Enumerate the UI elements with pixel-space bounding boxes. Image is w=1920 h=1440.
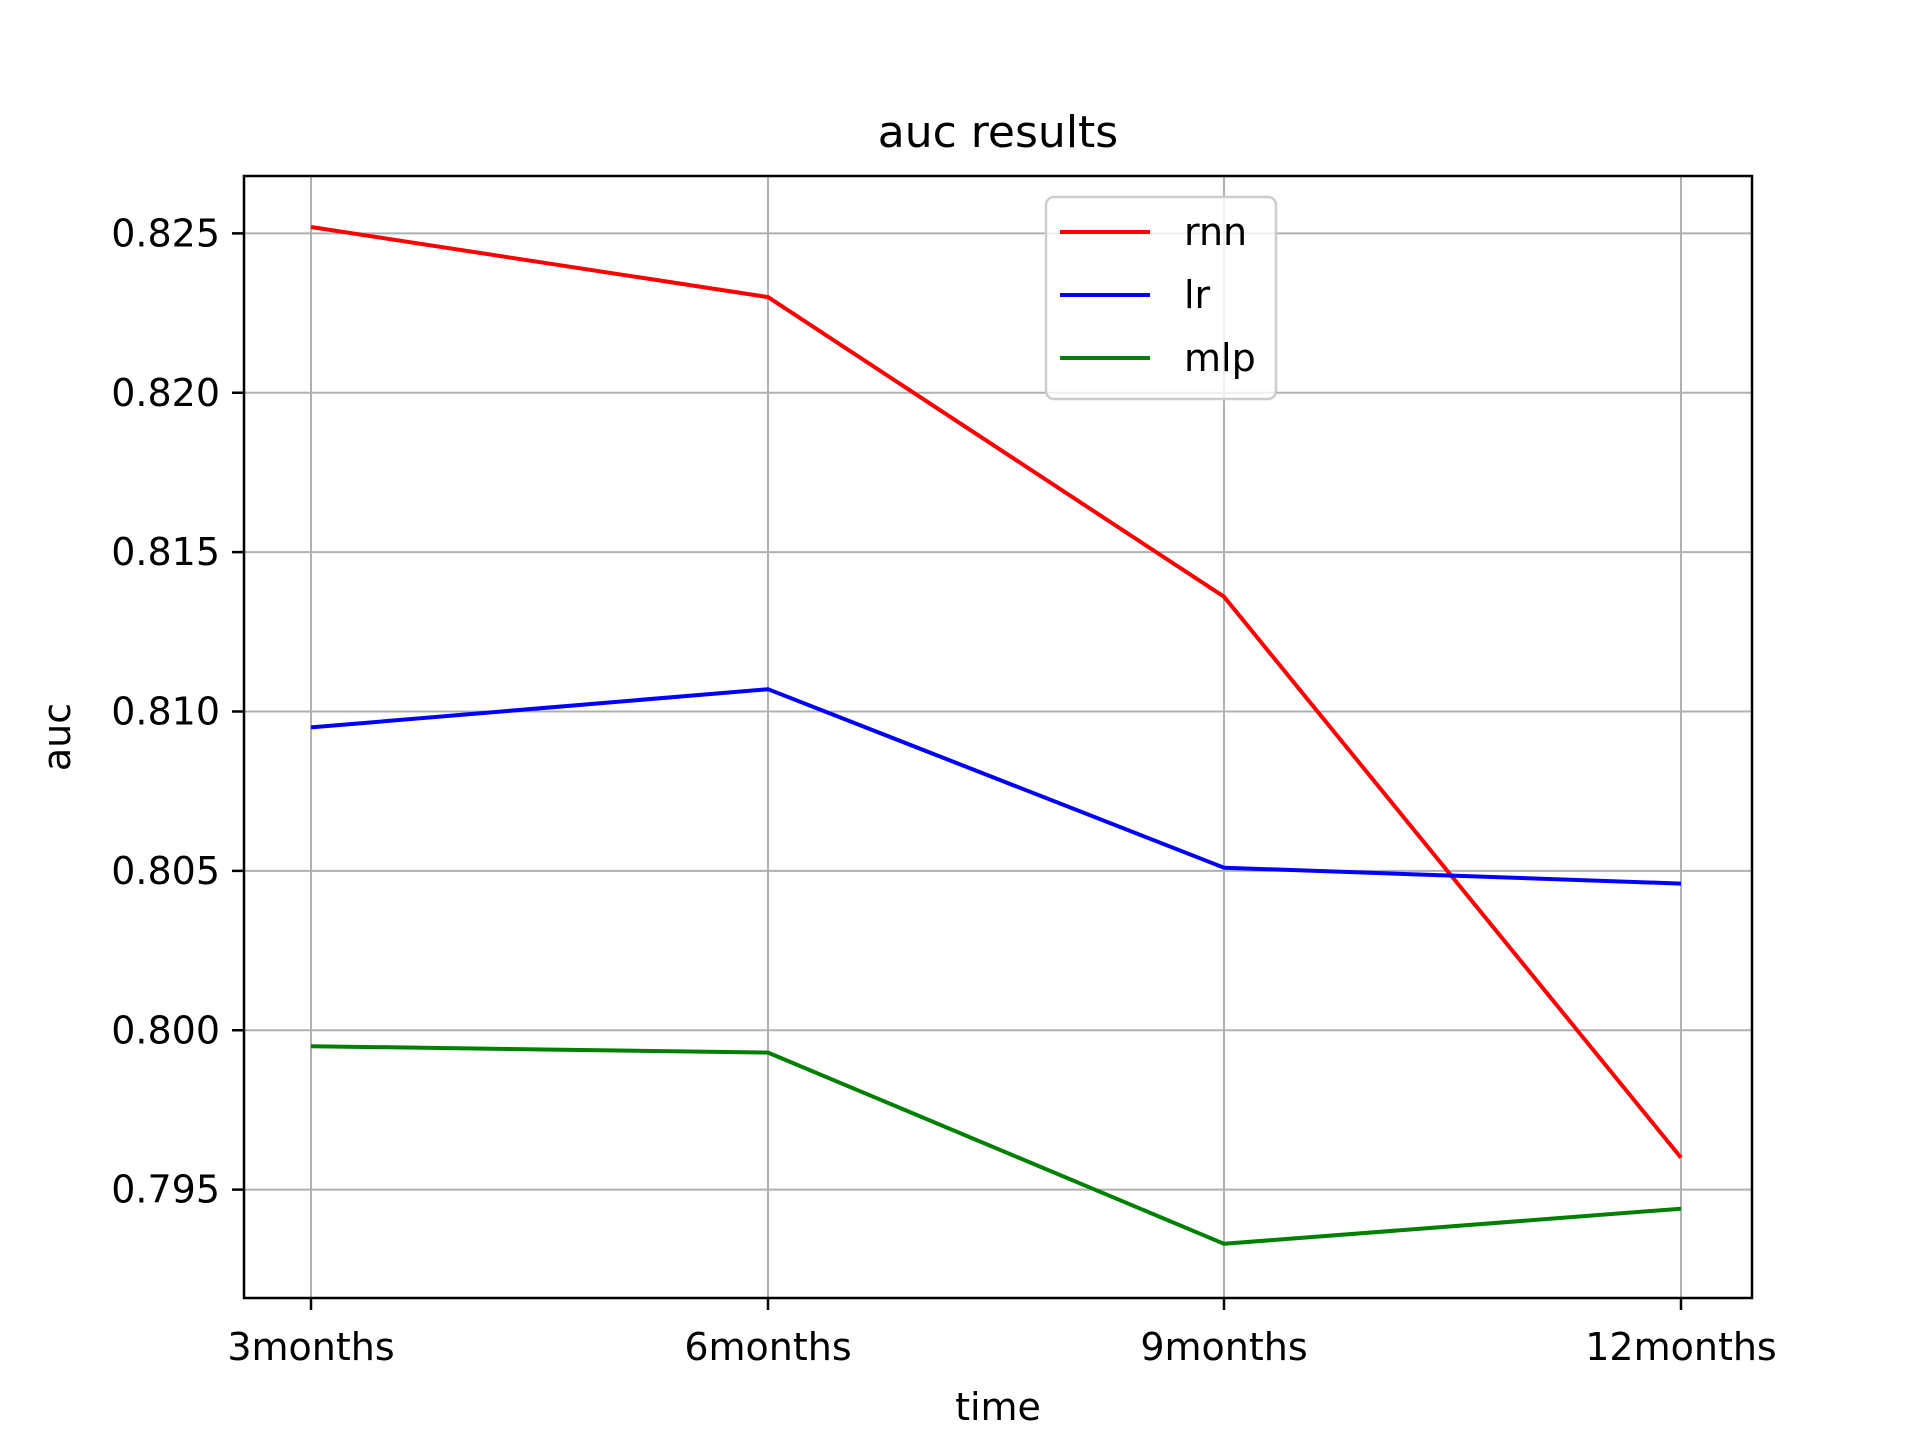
- series-line-mlp: [310, 1044, 1682, 1246]
- legend-label-mlp: mlp: [1184, 336, 1256, 380]
- legend: rnn lr mlp: [1044, 195, 1278, 401]
- x-tick-label: 3months: [227, 1325, 394, 1369]
- series-line-rnn: [310, 225, 1683, 1159]
- legend-label-lr: lr: [1184, 273, 1211, 317]
- y-axis-ticks: 0.795 0.800 0.805 0.810 0.815 0.820 0.825: [111, 211, 244, 1212]
- legend-label-rnn: rnn: [1184, 210, 1247, 254]
- y-tick-label: 0.825: [111, 211, 220, 255]
- x-axis-ticks: 3months 6months 9months 12months: [227, 1298, 1777, 1369]
- plot-area-frame: [242, 174, 1754, 1300]
- grid: [244, 176, 1752, 1298]
- y-tick-label: 0.795: [111, 1168, 220, 1212]
- y-tick-label: 0.810: [111, 690, 220, 734]
- y-tick-label: 0.805: [111, 849, 220, 893]
- chart-title: auc results: [878, 107, 1118, 158]
- x-tick-label: 6months: [684, 1325, 851, 1369]
- y-tick-label: 0.800: [111, 1008, 220, 1052]
- series-line-lr: [310, 687, 1682, 886]
- y-tick-label: 0.815: [111, 530, 220, 574]
- x-tick-label: 9months: [1140, 1325, 1307, 1369]
- x-tick-label: 12months: [1585, 1325, 1776, 1369]
- x-axis-label: time: [955, 1385, 1041, 1429]
- legend-box: [1044, 195, 1278, 401]
- y-tick-label: 0.820: [111, 371, 220, 415]
- y-axis-label: auc: [35, 703, 79, 771]
- series-lines: [310, 225, 1683, 1246]
